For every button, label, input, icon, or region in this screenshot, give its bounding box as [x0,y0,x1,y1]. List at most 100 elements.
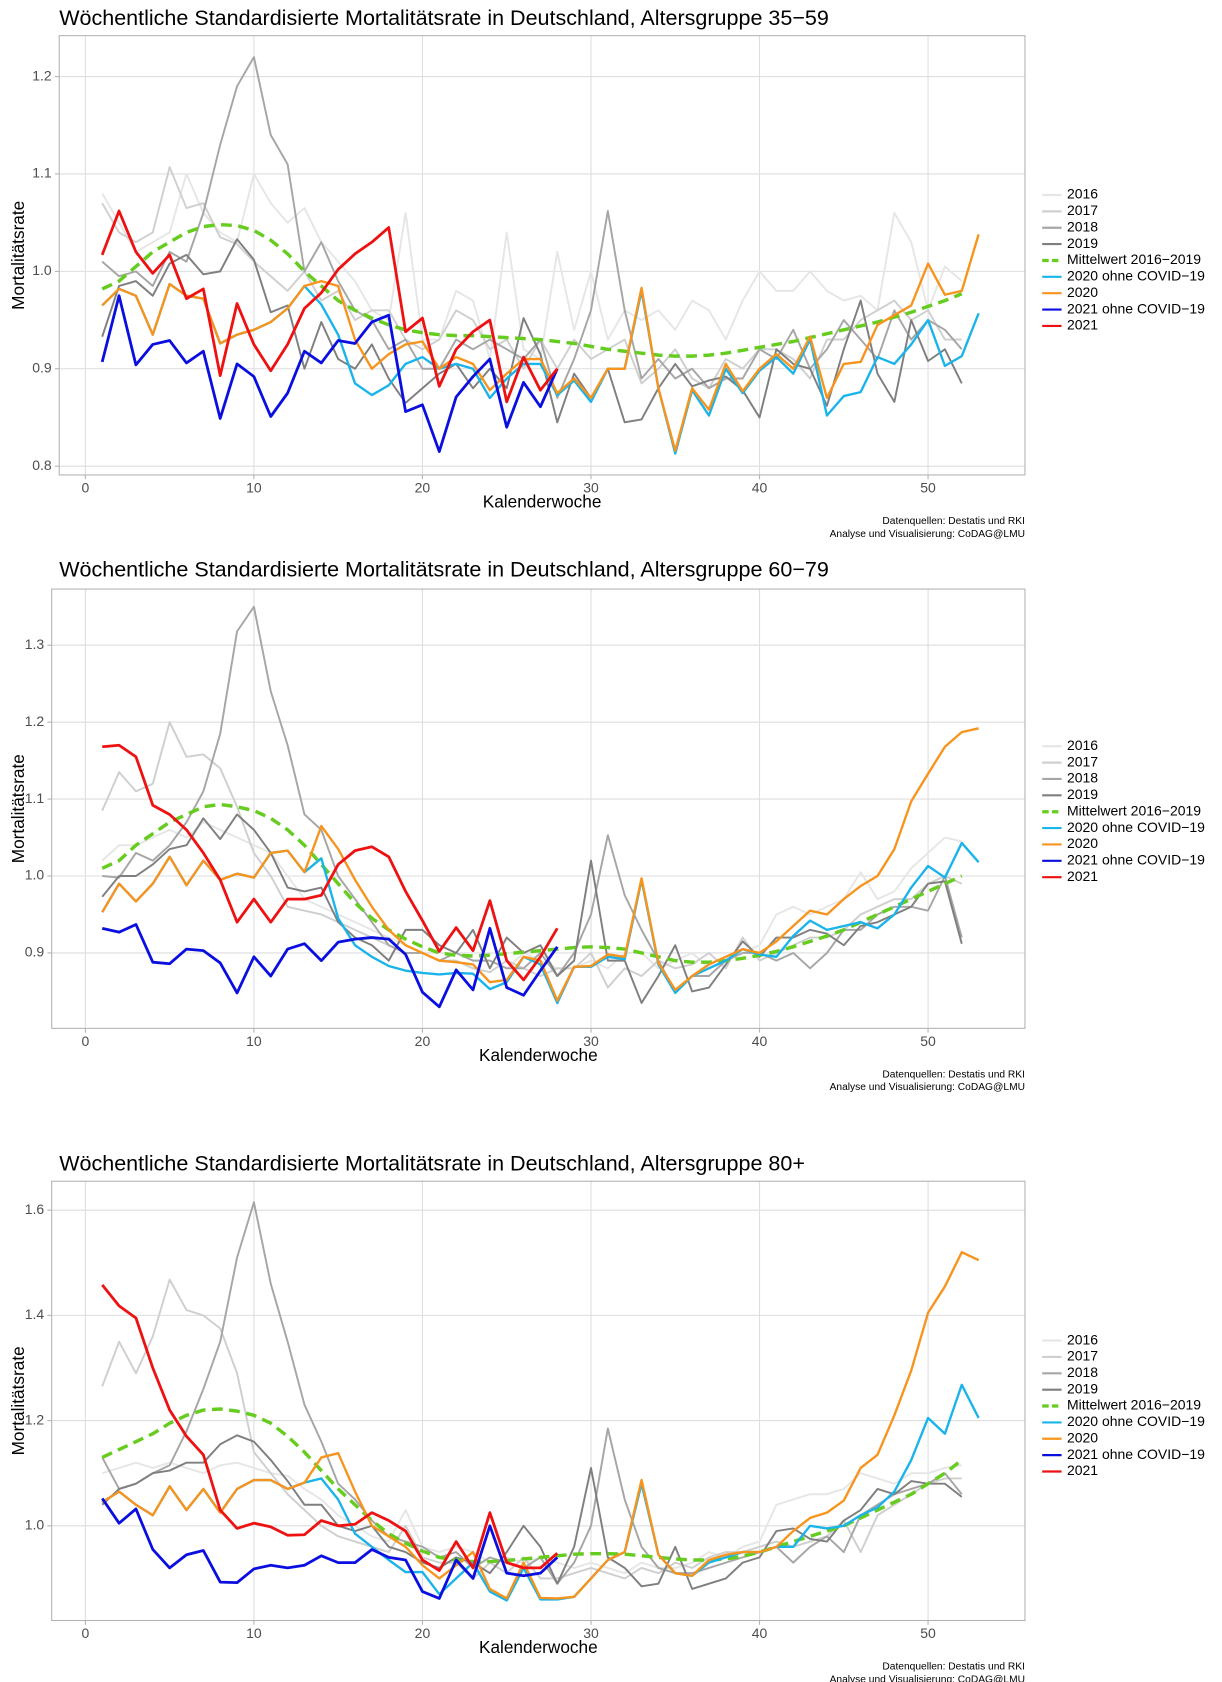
y-tick-label: 1.2 [25,713,45,729]
series-line [101,821,962,970]
legend-label: 2020 [1067,835,1098,851]
y-tick-label: 1.0 [32,262,52,278]
legend-label: 2016 [1067,186,1098,202]
series-line [101,1407,963,1564]
plot-background [59,35,1025,475]
chart-title: Wöchentliche Standardisierte Mortalitäts… [59,1152,805,1176]
y-tick-label: 1.3 [25,636,45,652]
plot-frame [58,35,1026,476]
x-tick-label: 0 [81,480,89,496]
legend-label: 2019 [1067,235,1098,251]
x-tick-label: 30 [583,480,599,496]
plot-frame [51,588,1026,1029]
x-tick-label: 10 [246,1033,262,1049]
series-line [101,1283,559,1572]
series-line [101,56,963,399]
legend-label: 2021 ohne COVID−19 [1067,1446,1205,1462]
y-tick-label: 1.2 [32,67,52,83]
series-line [101,1434,963,1590]
caption: Datenquellen: Destatis und RKI [882,1661,1025,1672]
chart-title: Wöchentliche Standardisierte Mortalitäts… [59,6,829,30]
chart-title: Wöchentliche Standardisierte Mortalitäts… [59,557,829,581]
series-line [101,727,979,1002]
legend-label: 2018 [1067,1364,1098,1380]
x-tick-label: 50 [920,1625,936,1641]
caption: Analyse und Visualisierung: CoDAG@LMU [830,529,1025,540]
legend-label: 2020 [1067,284,1098,300]
caption: Analyse und Visualisierung: CoDAG@LMU [830,1674,1025,1682]
legend-label: 2019 [1067,786,1098,802]
y-tick-label: 1.0 [25,867,45,883]
x-axis-label: Kalenderwoche [479,1637,598,1657]
legend-label: 2020 ohne COVID−19 [1067,819,1205,835]
legend-label: Mittelwert 2016−2019 [1067,251,1201,267]
legend-label: 2018 [1067,218,1098,234]
series-line [100,294,559,453]
y-tick-label: 1.6 [25,1201,45,1217]
x-tick-label: 20 [415,1625,431,1641]
plot-frame [51,1180,1026,1622]
x-tick-label: 50 [920,1033,936,1049]
y-tick-label: 1.1 [25,790,45,806]
y-tick-label: 0.8 [32,457,52,473]
legend-label: 2021 ohne COVID−19 [1067,300,1205,316]
y-axis-label: Mortalitätsrate [8,201,28,310]
legend-label: 2019 [1067,1380,1098,1396]
series-line [101,1461,962,1575]
x-tick-label: 20 [415,480,431,496]
panel: Wöchentliche Standardisierte Mortalitäts… [8,6,1205,540]
legend-label: 2017 [1067,753,1098,769]
y-tick-label: 0.9 [25,944,45,960]
series-line [102,743,559,982]
panel: Wöchentliche Standardisierte Mortalitäts… [8,557,1205,1093]
x-tick-label: 30 [583,1625,599,1641]
series-line [101,1251,980,1600]
legend-label: 2021 [1067,868,1098,884]
y-axis-label: Mortalitätsrate [8,1346,28,1455]
series-line [101,923,559,1009]
legend-label: 2018 [1067,770,1098,786]
caption: Analyse und Visualisierung: CoDAG@LMU [830,1082,1025,1093]
x-tick-label: 0 [81,1033,89,1049]
legend-label: 2017 [1067,1348,1098,1364]
series-line [101,1201,963,1585]
series-line [101,802,963,964]
y-tick-label: 1.0 [25,1517,45,1533]
x-tick-label: 20 [415,1033,431,1049]
legend-label: 2016 [1067,1331,1098,1347]
legend-label: 2020 ohne COVID−19 [1067,1413,1205,1429]
x-tick-label: 40 [752,1625,768,1641]
x-tick-label: 0 [81,1625,89,1641]
legend-label: 2020 ohne COVID−19 [1067,268,1205,284]
y-axis-label: Mortalitätsrate [8,754,28,863]
x-axis-label: Kalenderwoche [483,491,602,511]
x-axis-label: Kalenderwoche [479,1045,598,1065]
series-line [101,721,963,989]
legend-label: 2016 [1067,737,1098,753]
x-tick-label: 50 [920,480,936,496]
x-tick-label: 10 [246,480,262,496]
y-tick-label: 0.9 [32,359,52,375]
panel: Wöchentliche Standardisierte Mortalitäts… [8,1152,1205,1682]
y-tick-label: 1.2 [25,1411,45,1427]
x-tick-label: 40 [752,1033,768,1049]
legend-label: 2021 ohne COVID−19 [1067,852,1205,868]
legend-label: 2017 [1067,202,1098,218]
y-tick-label: 1.1 [32,165,52,181]
series-line [100,209,559,404]
legend-label: 2020 [1067,1429,1098,1445]
caption: Datenquellen: Destatis und RKI [882,1069,1025,1080]
legend-label: 2021 [1067,1462,1098,1478]
caption: Datenquellen: Destatis und RKI [882,516,1025,527]
series-line [101,222,963,358]
x-tick-label: 40 [752,480,768,496]
legend-label: Mittelwert 2016−2019 [1067,1397,1201,1413]
x-tick-label: 10 [246,1625,262,1641]
series-line [101,813,963,1004]
series-line [101,238,963,424]
series-line [101,1497,559,1600]
y-tick-label: 1.4 [25,1306,45,1322]
legend-label: 2021 [1067,317,1098,333]
x-tick-label: 30 [583,1033,599,1049]
